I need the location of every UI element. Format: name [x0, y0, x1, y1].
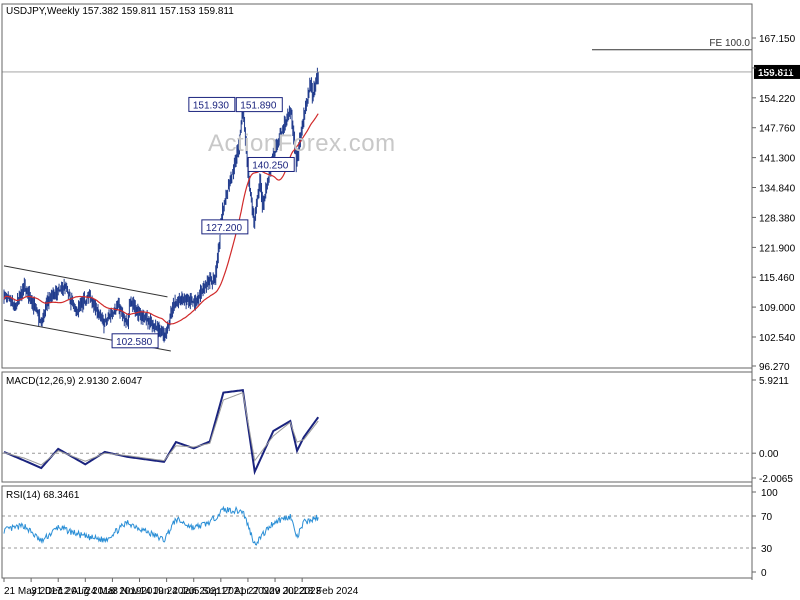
- price-tick-label: 102.540: [759, 333, 796, 344]
- axes: 167.150 160.680 154.220 147.760 141.300 134.8…: [1, 3, 796, 597]
- x-tick-label: 18 Feb 2024: [302, 586, 359, 597]
- price-tick-label: 134.840: [759, 184, 796, 195]
- x-tick-label: 17 Apr 2022: [221, 586, 275, 597]
- x-tick-label: 5 Sep 2021: [194, 586, 246, 597]
- annotation-box: [188, 96, 236, 112]
- moving-average-line: [3, 113, 319, 325]
- x-tick-label: 24 Jan 2021: [167, 586, 222, 597]
- annotation-label: 127.200: [206, 223, 243, 234]
- macd-title: MACD(12,26,9) 2.9130 2.6047: [6, 376, 143, 387]
- rsi-tick-label: 30: [761, 544, 773, 555]
- price-tick-label: 167.150: [759, 34, 796, 45]
- price-tick-label: 141.300: [759, 154, 796, 165]
- rsi-tick-label: 70: [761, 512, 773, 523]
- macd-tick-label: -2.0065: [759, 474, 793, 485]
- macd-signal-line: [3, 391, 319, 466]
- rsi-tick-label: 0: [761, 568, 767, 579]
- macd-tick-label: 0.00: [759, 449, 779, 460]
- price-tick-label: 128.380: [759, 213, 796, 224]
- price-tick-label: 115.460: [759, 273, 795, 284]
- annotation-box: [235, 97, 283, 113]
- price-tick-label: 154.220: [759, 94, 796, 105]
- annotation-label: 102.580: [116, 337, 153, 348]
- annotation-label: 151.890: [240, 101, 277, 112]
- price-tick-label: 96.270: [759, 362, 790, 373]
- rsi-panel: 100 70 30 0: [2, 488, 778, 579]
- x-tick-label: 31 Dec 2017: [31, 586, 88, 597]
- fe-level-label: FE 100.0: [709, 38, 750, 49]
- x-tick-label: 14 Jun 2020: [140, 586, 195, 597]
- current-price-label: 159.811: [758, 68, 794, 79]
- x-tick-label: 12 Aug 2018: [58, 586, 115, 597]
- price-tick-label: 121.900: [759, 243, 796, 254]
- annotation-box: [201, 219, 249, 235]
- price-tick-label: 160.680: [759, 64, 796, 75]
- watermark-text: ActionForex.com: [208, 130, 396, 157]
- annotation-label: 151.930: [193, 100, 230, 111]
- rsi-title: RSI(14) 68.3461: [6, 490, 80, 501]
- macd-panel: 5.9211 0.00 -2.0065: [2, 376, 793, 485]
- price-tick-label: 109.000: [759, 303, 796, 314]
- chart-header: USDJPY,Weekly 157.382 159.811 157.153 15…: [6, 6, 234, 17]
- annotation-label: 140.250: [252, 160, 289, 171]
- rsi-line: [3, 505, 319, 546]
- x-tick-label: 3 Nov 2019: [112, 586, 164, 597]
- price-tick-label: 147.760: [759, 124, 796, 135]
- annotation-box: [111, 333, 159, 349]
- x-tick-label: 9 Jul 2023: [275, 586, 322, 597]
- channel-upper-line: [3, 265, 168, 298]
- macd-frame: [1, 371, 753, 483]
- macd-tick-label: 5.9211: [759, 376, 789, 387]
- rsi-tick-label: 100: [761, 488, 778, 499]
- x-tick-label: 24 Mar 2019: [85, 586, 142, 597]
- x-tick-label: 27 Nov 2022: [248, 586, 305, 597]
- current-price-box: [754, 64, 800, 79]
- price-panel: FE 100.0 159.811 151.930 151.890 140.250 127.…: [2, 38, 800, 352]
- annotation-box: [247, 156, 295, 172]
- x-tick-label: 21 May 2017: [4, 586, 62, 597]
- macd-line: [3, 389, 320, 476]
